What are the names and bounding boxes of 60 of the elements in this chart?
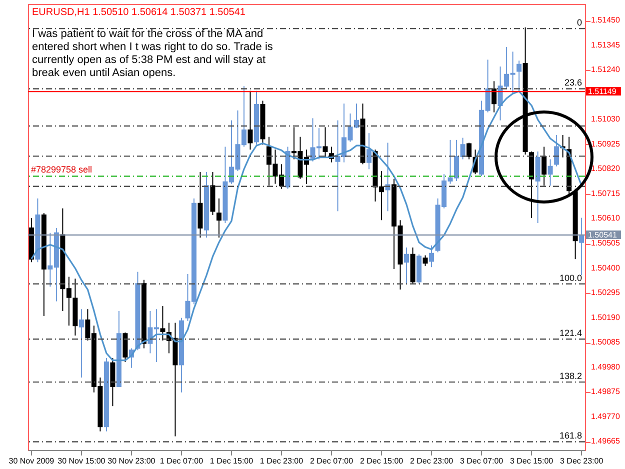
y-tick-label: 1.50715	[591, 188, 620, 198]
candlestick	[466, 142, 472, 160]
candlestick	[542, 146, 547, 186]
x-tick-label: 30 Nov 15:00	[58, 456, 106, 466]
x-tick-label: 3 Dec 15:00	[510, 456, 554, 466]
y-tick-label: 1.50295	[591, 288, 620, 298]
y-tick-label: 1.50925	[591, 139, 620, 148]
annotation: 138.2	[559, 371, 582, 382]
x-tick-label: 30 Nov 23:00	[108, 456, 156, 466]
y-tick-label: 1.50820	[591, 164, 620, 174]
candlestick	[216, 198, 222, 238]
annotation: 100.0	[559, 272, 582, 283]
y-tick-label: 1.50505	[591, 238, 620, 248]
candlestick	[322, 126, 328, 158]
x-tick-label: 1 Dec 15:00	[210, 456, 254, 466]
y-tick-label: 1.49875	[591, 387, 620, 396]
candlestick	[548, 158, 553, 186]
x-tick-label: 3 Dec 23:00	[560, 456, 604, 466]
annotation: 23.6	[564, 78, 582, 88]
x-tick-label: 1 Dec 07:00	[160, 456, 204, 466]
y-tick-label: 1.50085	[591, 338, 620, 347]
candlestick	[404, 247, 410, 286]
x-tick-label: 2 Dec 07:00	[310, 456, 354, 466]
candlestick	[422, 254, 428, 266]
candlestick	[78, 308, 84, 378]
candlestick	[579, 217, 584, 276]
candlestick	[492, 80, 497, 113]
candlestick	[366, 132, 372, 170]
x-tick-label: 2 Dec 23:00	[410, 456, 454, 466]
candlestick	[429, 244, 434, 268]
x-tick-label: 2 Dec 15:00	[360, 456, 404, 466]
annotation: 0	[576, 18, 582, 28]
x-tick-label: 3 Dec 07:00	[460, 456, 504, 466]
candlestick	[535, 150, 540, 224]
candlestick	[516, 60, 522, 92]
annotation: 161.8	[559, 430, 582, 441]
candlestick	[248, 90, 253, 150]
ref-line-label: 1.50541	[588, 230, 618, 240]
x-tick-label: 30 Nov 2009	[8, 456, 55, 466]
candlestick	[554, 134, 560, 167]
candlestick	[110, 357, 116, 407]
annotation: I was patient to wait for the cross of the MA and entered short when I t was right to do so. Trade is currently open as of 5:38 PM est and will stay at break even until Asian opens.	[32, 28, 274, 79]
y-tick-label: 1.51240	[591, 65, 620, 74]
y-tick-label: 1.50190	[591, 312, 620, 322]
ref-line-label: #78299758 sell	[31, 164, 92, 174]
y-tick-label: 1.49665	[591, 436, 620, 446]
candlestick	[122, 332, 128, 362]
ref-line-label: 1.51149	[588, 87, 617, 96]
y-tick-label: 1.51345	[591, 40, 620, 50]
y-tick-label: 1.50610	[591, 214, 620, 223]
chart-title: EURUSD,H1 1.50510 1.50614 1.50371 1.50541	[32, 7, 246, 18]
candlestick	[160, 306, 166, 342]
y-tick-label: 1.51030	[591, 114, 620, 124]
y-tick-label: 1.49770	[591, 412, 620, 421]
candlestick	[460, 137, 466, 160]
y-tick-label: 1.49980	[591, 362, 620, 372]
annotation: 121.4	[559, 328, 582, 338]
x-tick-label: 1 Dec 23:00	[260, 456, 304, 466]
y-tick-label: 1.51450	[591, 16, 620, 25]
y-tick-label: 1.50400	[591, 263, 620, 272]
